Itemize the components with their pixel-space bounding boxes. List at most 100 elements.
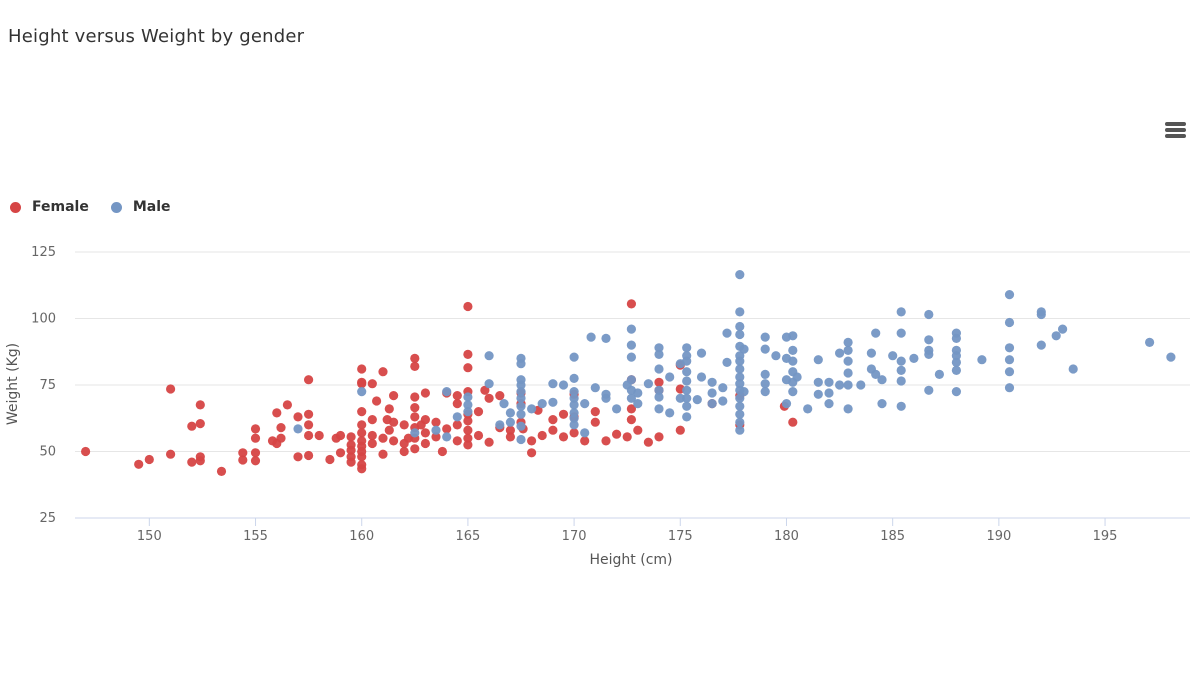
data-point-male <box>516 421 526 431</box>
data-point-male <box>735 270 745 280</box>
data-point-male <box>877 399 887 409</box>
data-point-male <box>909 353 919 363</box>
data-point-female <box>389 417 399 427</box>
data-point-female <box>357 464 367 474</box>
data-point-female <box>304 430 314 441</box>
data-point-male <box>866 348 877 358</box>
data-point-female <box>558 409 569 419</box>
x-tick-label: 190 <box>986 529 1011 544</box>
x-tick-label: 165 <box>455 529 480 544</box>
data-point-male <box>682 376 692 386</box>
data-point-female <box>626 299 637 309</box>
gridlines <box>75 251 1190 452</box>
data-point-male <box>760 344 770 354</box>
x-tick-label: 160 <box>349 529 374 544</box>
data-point-male <box>601 333 611 343</box>
data-point-male <box>813 355 823 365</box>
data-point-female <box>276 433 286 443</box>
data-point-female <box>335 430 346 441</box>
data-point-male <box>463 392 473 402</box>
data-point-male <box>675 393 685 403</box>
data-point-male <box>410 428 420 438</box>
data-point-male <box>516 380 526 390</box>
data-point-male <box>843 356 853 366</box>
data-point-male <box>835 348 845 358</box>
data-point-female <box>216 466 227 476</box>
chart-context-menu-button[interactable] <box>1160 116 1190 144</box>
data-point-male <box>781 399 792 409</box>
x-tick-label: 155 <box>243 529 268 544</box>
data-point-female <box>527 436 537 446</box>
data-point-male <box>516 434 526 445</box>
data-point-male <box>654 385 664 395</box>
data-point-male <box>682 412 692 422</box>
data-point-female <box>420 388 430 398</box>
legend-item-male[interactable]: Male <box>110 199 171 215</box>
data-point-male <box>788 331 798 341</box>
data-point-male <box>1004 290 1015 300</box>
data-point-male <box>735 393 745 403</box>
data-point-male <box>760 387 770 397</box>
data-point-female <box>187 457 197 467</box>
data-point-female <box>473 430 484 441</box>
data-point-male <box>516 393 526 403</box>
data-point-female <box>367 430 377 441</box>
data-point-male <box>548 379 558 389</box>
legend-marker-male <box>110 201 122 213</box>
data-point-male <box>888 351 898 361</box>
data-point-male <box>792 372 802 382</box>
data-point-male <box>896 401 906 411</box>
x-axis-title: Height (cm) <box>590 552 673 568</box>
data-point-female <box>480 385 490 395</box>
data-point-male <box>735 321 745 332</box>
data-point-female <box>272 408 282 418</box>
data-point-male <box>924 335 934 345</box>
data-point-female <box>505 432 515 442</box>
data-point-male <box>813 377 823 387</box>
data-point-female <box>622 432 632 442</box>
data-point-female <box>282 400 292 410</box>
data-point-female <box>357 364 367 374</box>
data-point-female <box>276 423 286 433</box>
y-tick-label: 50 <box>39 445 56 460</box>
data-point-male <box>1145 337 1155 347</box>
data-point-female <box>335 448 346 458</box>
data-point-male <box>760 379 770 389</box>
data-point-male <box>1058 324 1068 334</box>
data-point-male <box>739 344 749 354</box>
legend-item-female[interactable]: Female <box>10 199 89 215</box>
data-point-female <box>654 377 664 387</box>
data-point-female <box>569 428 579 438</box>
data-point-female <box>463 440 473 450</box>
data-point-male <box>1004 383 1015 393</box>
data-point-male <box>682 356 692 366</box>
data-point-male <box>682 393 692 403</box>
data-point-female <box>643 437 654 447</box>
data-point-female <box>463 416 473 426</box>
data-point-male <box>843 404 853 414</box>
x-tick-label: 180 <box>774 529 799 544</box>
data-point-male <box>569 393 579 403</box>
data-point-male <box>516 409 526 419</box>
data-point-male <box>739 387 749 397</box>
data-point-male <box>824 377 834 387</box>
data-point-male <box>442 387 452 397</box>
data-point-male <box>951 365 962 375</box>
data-point-male <box>1004 367 1015 377</box>
data-point-female <box>372 396 382 406</box>
data-point-male <box>1004 355 1015 365</box>
data-point-female <box>367 415 377 425</box>
legend-label-male: Male <box>132 199 171 215</box>
data-point-male <box>735 409 745 419</box>
data-point-male <box>586 332 596 342</box>
data-point-female <box>410 412 420 422</box>
data-point-female <box>452 436 462 446</box>
data-point-female <box>452 420 462 430</box>
data-point-female <box>463 301 473 312</box>
data-point-male <box>843 380 853 390</box>
data-point-female <box>626 404 637 414</box>
data-point-male <box>871 369 881 379</box>
data-point-female <box>195 419 205 429</box>
data-point-male <box>856 380 866 390</box>
y-axis-title: Weight (Kg) <box>5 343 21 425</box>
